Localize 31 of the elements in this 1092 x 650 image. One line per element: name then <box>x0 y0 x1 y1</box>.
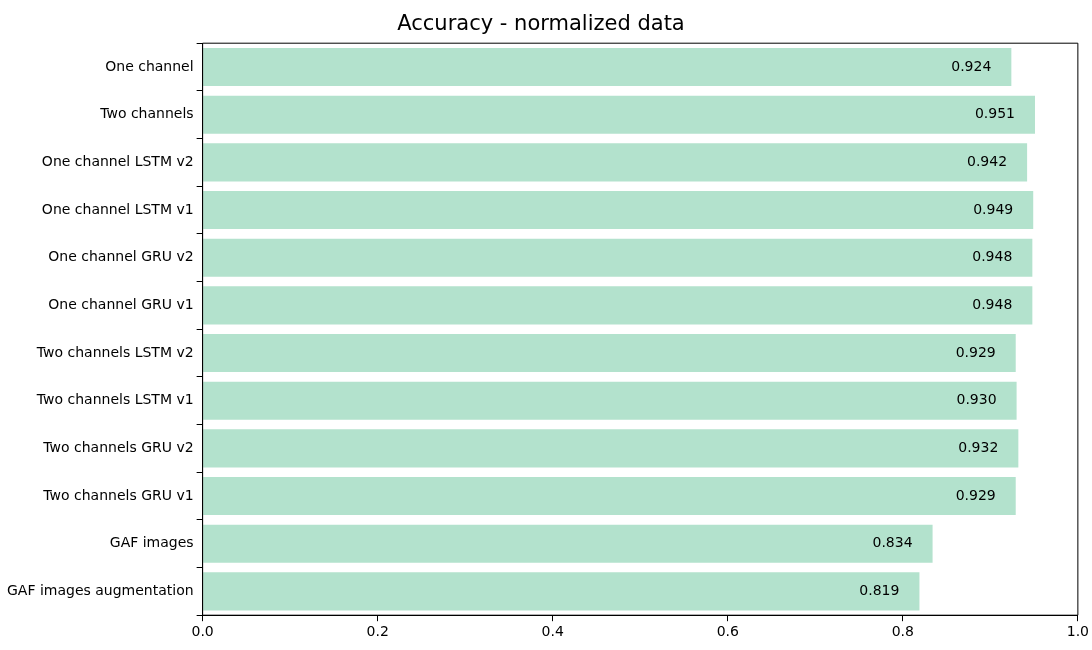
y-tick-label: Two channels <box>99 105 194 122</box>
data-label: 0.951 <box>974 105 1015 122</box>
y-tick-label: Two channels GRU v1 <box>42 486 194 503</box>
data-label: 0.930 <box>956 391 997 408</box>
data-label: 0.949 <box>973 200 1014 217</box>
data-label: 0.942 <box>967 153 1008 170</box>
y-tick-label: GAF images <box>109 534 194 551</box>
x-tick-label: 0.4 <box>541 623 564 640</box>
data-label: 0.924 <box>951 57 992 74</box>
data-label: 0.929 <box>955 343 996 360</box>
data-label: 0.834 <box>872 534 913 551</box>
x-tick-label: 0.0 <box>191 623 214 640</box>
y-tick-label: Two channels GRU v2 <box>42 439 194 456</box>
data-label: 0.948 <box>972 296 1013 313</box>
data-label: 0.929 <box>955 486 996 503</box>
x-tick-label: 0.2 <box>366 623 389 640</box>
y-tick-label: One channel GRU v1 <box>48 296 194 313</box>
x-tick-label: 0.8 <box>891 623 914 640</box>
x-tick-label: 1.0 <box>1066 623 1089 640</box>
y-tick-label: One channel LSTM v1 <box>41 200 194 217</box>
data-label: 0.948 <box>972 248 1013 265</box>
y-tick-label: One channel LSTM v2 <box>41 153 194 170</box>
x-tick-label: 0.6 <box>716 623 739 640</box>
data-label: 0.932 <box>958 439 999 456</box>
y-tick-label: Two channels LSTM v2 <box>35 343 194 360</box>
data-label: 0.819 <box>859 582 900 599</box>
y-tick-label: One channel <box>105 57 194 74</box>
y-tick-label: One channel GRU v2 <box>48 248 194 265</box>
chart-title: Accuracy - normalized data <box>397 11 685 36</box>
y-tick-label: Two channels LSTM v1 <box>35 391 194 408</box>
y-tick-label: GAF images augmentation <box>6 582 194 599</box>
